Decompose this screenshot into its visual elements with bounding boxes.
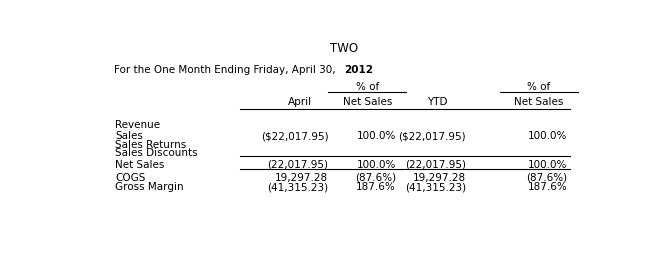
Text: Net Sales: Net Sales: [343, 97, 392, 107]
Text: 19,297.28: 19,297.28: [413, 173, 466, 183]
Text: (41,315.23): (41,315.23): [267, 182, 328, 192]
Text: Revenue: Revenue: [115, 120, 160, 130]
Text: Sales Discounts: Sales Discounts: [115, 148, 198, 158]
Text: TWO: TWO: [330, 42, 358, 55]
Text: 187.6%: 187.6%: [356, 182, 396, 192]
Text: COGS: COGS: [115, 173, 146, 183]
Text: Net Sales: Net Sales: [514, 97, 564, 107]
Text: Gross Margin: Gross Margin: [115, 182, 184, 192]
Text: % of: % of: [356, 82, 379, 92]
Text: 100.0%: 100.0%: [528, 160, 568, 170]
Text: YTD: YTD: [427, 97, 448, 107]
Text: (41,315.23): (41,315.23): [405, 182, 466, 192]
Text: (87.6%): (87.6%): [526, 173, 568, 183]
Text: % of: % of: [527, 82, 550, 92]
Text: ($22,017.95): ($22,017.95): [399, 131, 466, 141]
Text: 2012: 2012: [344, 65, 373, 75]
Text: For the One Month Ending Friday, April 30,: For the One Month Ending Friday, April 3…: [114, 65, 342, 75]
Text: (22,017.95): (22,017.95): [405, 160, 466, 170]
Text: Sales: Sales: [115, 131, 143, 141]
Text: Net Sales: Net Sales: [115, 160, 164, 170]
Text: 100.0%: 100.0%: [356, 131, 396, 141]
Text: ($22,017.95): ($22,017.95): [260, 131, 328, 141]
Text: 187.6%: 187.6%: [528, 182, 568, 192]
Text: 100.0%: 100.0%: [528, 131, 568, 141]
Text: April: April: [288, 97, 312, 107]
Text: 19,297.28: 19,297.28: [275, 173, 328, 183]
Text: (87.6%): (87.6%): [355, 173, 396, 183]
Text: 100.0%: 100.0%: [356, 160, 396, 170]
Text: (22,017.95): (22,017.95): [267, 160, 328, 170]
Text: Sales Returns: Sales Returns: [115, 140, 187, 150]
